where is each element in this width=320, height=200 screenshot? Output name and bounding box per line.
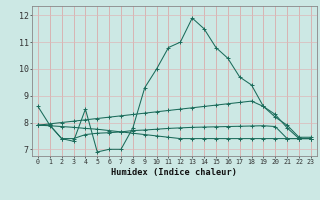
X-axis label: Humidex (Indice chaleur): Humidex (Indice chaleur): [111, 168, 237, 177]
